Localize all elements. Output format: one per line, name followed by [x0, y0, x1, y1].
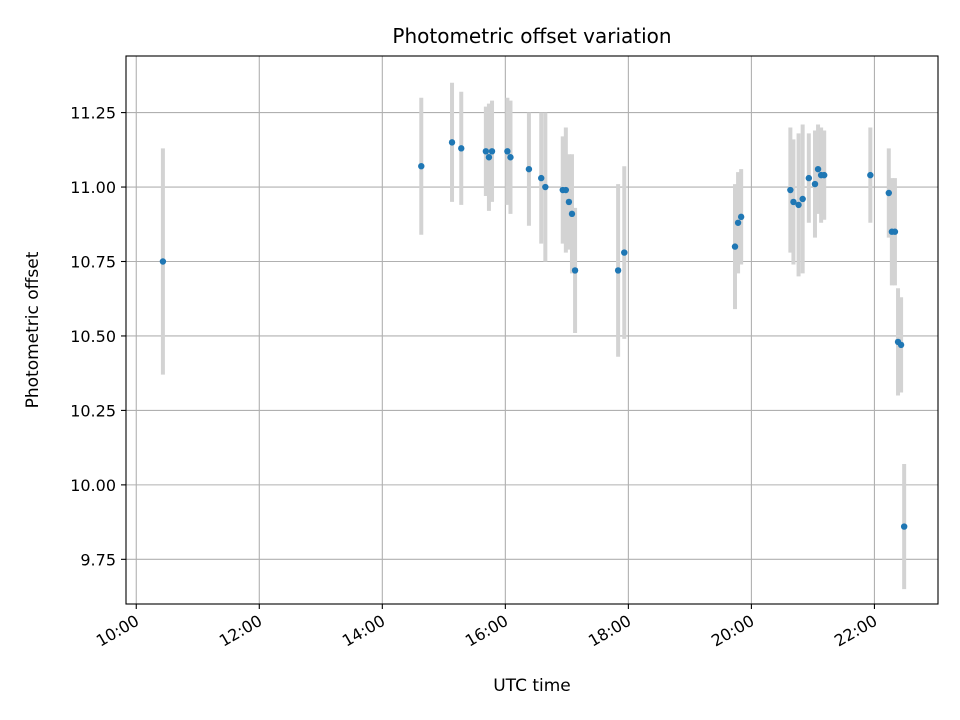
data-point: [820, 171, 828, 179]
data-point: [885, 189, 892, 197]
data-point: [867, 171, 874, 179]
y-tick-label: 10.50: [70, 327, 116, 346]
data-point: [542, 183, 549, 191]
data-point: [897, 341, 905, 349]
data-point: [621, 249, 628, 256]
x-tick-label: 10:00: [93, 611, 142, 651]
data-point: [538, 174, 545, 182]
data-point: [814, 165, 822, 173]
data-point: [614, 267, 622, 274]
x-tick-label: 14:00: [339, 611, 388, 651]
y-tick-label: 10.25: [70, 401, 116, 420]
y-tick-label: 11.25: [70, 104, 116, 123]
data-point: [448, 139, 456, 146]
data-point: [562, 186, 570, 194]
data-point: [900, 523, 908, 530]
y-tick-label: 10.00: [70, 476, 116, 495]
x-tick-label: 12:00: [216, 611, 265, 651]
data-point: [799, 195, 806, 203]
data-point: [787, 186, 794, 194]
data-point: [525, 165, 533, 173]
data-point: [482, 148, 490, 155]
data-point: [731, 243, 739, 250]
x-axis: 10:00 12:00 14:00 16:00 18:00 20:00 22:00: [93, 604, 880, 651]
data-point: [418, 162, 425, 170]
y-axis: 9.75 10.00 10.25 10.50 10.75 11.00 11.25: [70, 104, 126, 569]
data-point: [795, 201, 802, 209]
y-axis-title: Photometric offset: [23, 251, 43, 408]
x-tick-label: 20:00: [708, 611, 757, 651]
x-tick-label: 18:00: [585, 611, 634, 651]
data-point: [458, 145, 465, 152]
x-tick-label: 16:00: [462, 611, 511, 651]
data-point: [504, 148, 511, 155]
data-point: [159, 258, 167, 265]
data-point: [790, 198, 797, 206]
y-tick-label: 11.00: [70, 178, 116, 197]
data-point: [571, 267, 579, 274]
data-point: [734, 219, 742, 226]
data-point: [805, 174, 813, 182]
x-axis-title: UTC time: [493, 676, 571, 696]
y-tick-label: 10.75: [70, 253, 116, 272]
data-point: [485, 154, 493, 161]
data-point: [811, 180, 819, 188]
data-point: [565, 198, 573, 206]
x-tick-label: 22:00: [831, 611, 880, 651]
data-points: [159, 139, 908, 530]
data-point: [737, 213, 745, 221]
data-point: [488, 148, 496, 155]
plot-area-frame: [125, 55, 939, 605]
data-point: [507, 154, 514, 161]
chart-title: Photometric offset variation: [392, 24, 671, 48]
data-point: [568, 210, 576, 218]
y-tick-label: 9.75: [80, 550, 116, 569]
data-point: [891, 228, 899, 235]
